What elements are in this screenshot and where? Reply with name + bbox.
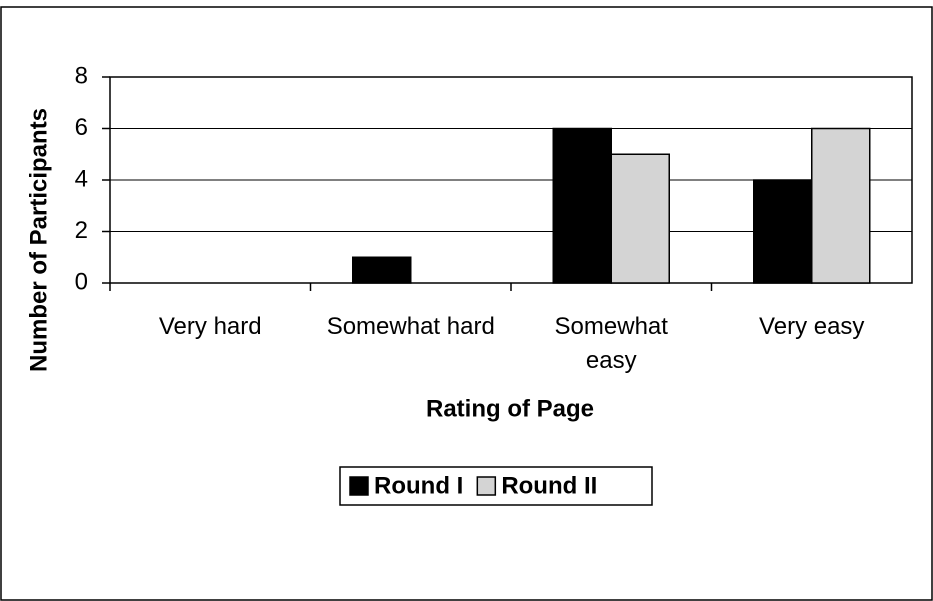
legend-label: Round I (374, 472, 463, 499)
x-tick-label: Very hard (158, 313, 262, 340)
chart-border (0, 6, 933, 601)
x-tick-label: Somewhat easy (554, 313, 668, 374)
x-tick-label: Very easy (759, 313, 865, 340)
bar (352, 256, 412, 284)
bar (753, 179, 813, 284)
y-tick-label: 8 (75, 62, 88, 89)
bar (811, 127, 871, 284)
y-axis-label: Number of Participants (25, 108, 52, 372)
bar (610, 153, 670, 284)
legend-box (339, 466, 653, 506)
legend-swatch (476, 476, 497, 496)
bar (552, 127, 612, 284)
y-tick-label: 2 (75, 217, 88, 244)
x-tick-label: Somewhat hard (326, 313, 495, 340)
y-tick-label: 4 (75, 165, 88, 192)
y-tick-label: 0 (75, 268, 88, 295)
x-axis-label: Rating of Page (426, 395, 594, 422)
legend-label: Round II (501, 472, 597, 499)
y-tick-label: 6 (75, 114, 88, 141)
legend-swatch (349, 476, 369, 496)
